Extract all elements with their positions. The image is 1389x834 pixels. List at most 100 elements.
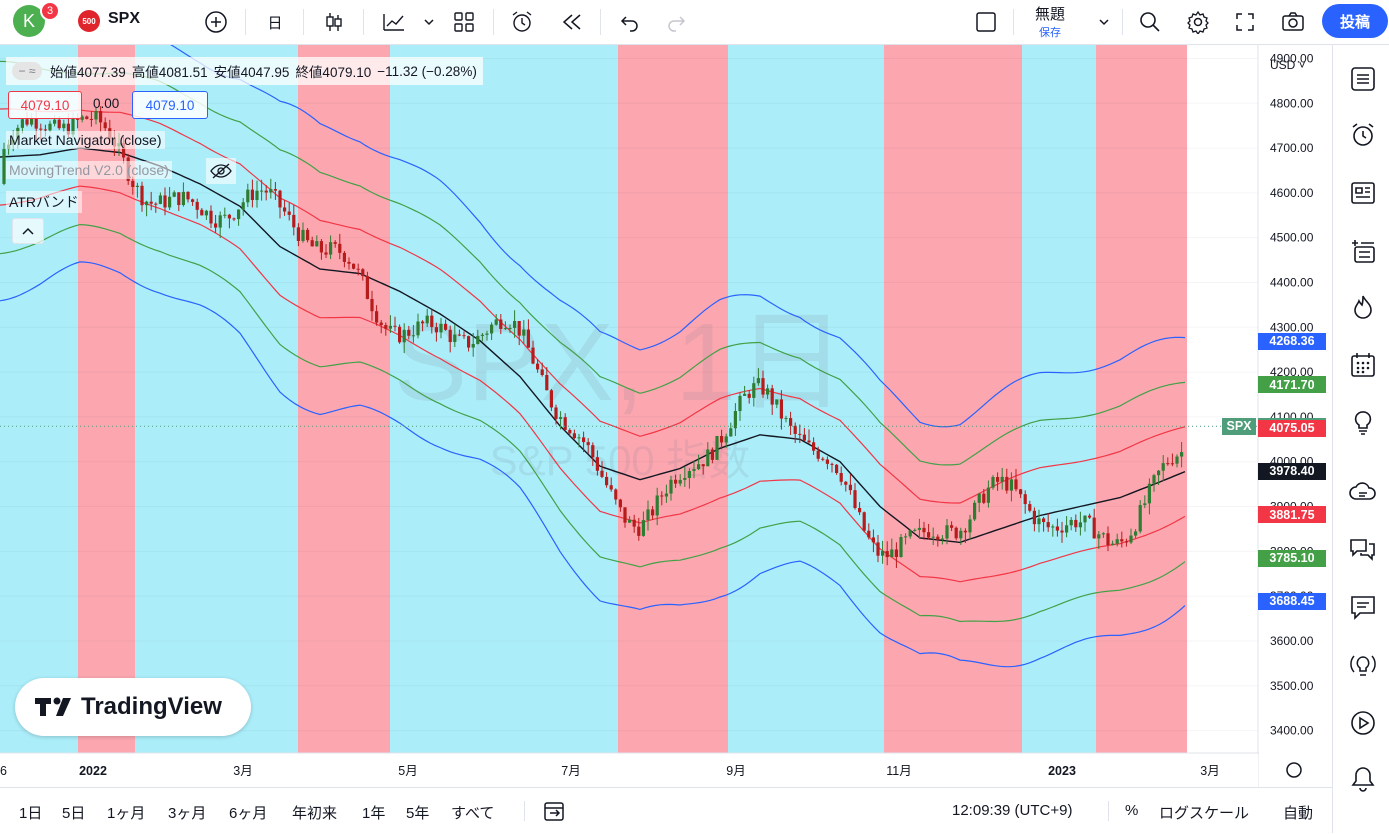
publish-button[interactable]: 投稿 bbox=[1322, 4, 1388, 38]
candle-body bbox=[605, 476, 609, 486]
buy-price-button[interactable]: 4079.10 bbox=[132, 91, 208, 119]
clock-timezone[interactable]: 12:09:39 (UTC+9) bbox=[952, 802, 1073, 819]
sell-price-button[interactable]: 4079.10 bbox=[8, 91, 82, 119]
redo-button[interactable] bbox=[662, 6, 692, 38]
candle-body bbox=[315, 241, 319, 247]
range-1y-button[interactable]: 1年 bbox=[362, 805, 386, 822]
candle-body bbox=[986, 487, 990, 503]
candle-body bbox=[375, 311, 379, 323]
candle-body bbox=[1097, 534, 1101, 539]
streams-button[interactable] bbox=[1347, 477, 1379, 509]
candle-body bbox=[1009, 479, 1013, 491]
alerts-button[interactable] bbox=[1347, 119, 1379, 151]
range-all-button[interactable]: すべて bbox=[451, 805, 495, 822]
chart-type-button[interactable] bbox=[318, 6, 350, 38]
candle-body bbox=[789, 418, 793, 426]
news-button[interactable] bbox=[1347, 177, 1379, 209]
range-3m-button[interactable]: 3ヶ月 bbox=[168, 805, 207, 822]
interval-button[interactable]: 日 bbox=[267, 14, 283, 32]
layout-name-button[interactable]: 無題 保存 bbox=[1028, 3, 1072, 40]
price-axis-label: 3400.00 bbox=[1270, 724, 1314, 738]
candle-body bbox=[894, 549, 898, 558]
snapshot-button[interactable] bbox=[1278, 6, 1308, 38]
indicator-label[interactable]: Market Navigator (close) bbox=[6, 131, 165, 149]
candle-body bbox=[1014, 479, 1018, 490]
ideas-button[interactable] bbox=[1347, 407, 1379, 439]
range-6m-button[interactable]: 6ヶ月 bbox=[229, 805, 268, 822]
data-window-button[interactable] bbox=[1347, 235, 1379, 267]
range-1d-button[interactable]: 1日 bbox=[19, 805, 43, 822]
replay-trading-button[interactable] bbox=[1347, 707, 1379, 739]
alert-button[interactable] bbox=[506, 6, 538, 38]
goto-date-button[interactable] bbox=[543, 800, 567, 827]
candle-body bbox=[1111, 543, 1115, 546]
axis-settings-gear-icon[interactable] bbox=[1286, 762, 1302, 778]
redo-icon bbox=[668, 16, 686, 32]
candle-body bbox=[393, 325, 397, 327]
candle-body bbox=[770, 388, 774, 405]
chart-pane[interactable]: SPX, 1日 S&P 500 指数 4900.00 4800.00 4700.00 46… bbox=[0, 12, 1332, 787]
price-chart[interactable]: SPX, 1日 S&P 500 指数 4900.00 4800.00 4700.00 46… bbox=[0, 12, 1332, 787]
settings-button[interactable] bbox=[1183, 6, 1213, 38]
candle-body bbox=[973, 502, 977, 520]
candle-body bbox=[1032, 510, 1036, 525]
undo-button[interactable] bbox=[614, 6, 644, 38]
candle-body bbox=[710, 449, 714, 460]
price-axis-label: 4200.00 bbox=[1270, 365, 1314, 379]
candle-body bbox=[660, 495, 664, 497]
watchlist-button[interactable] bbox=[1347, 63, 1379, 95]
candle-body bbox=[177, 192, 181, 206]
hidden-indicator-toggle[interactable] bbox=[206, 158, 236, 184]
chats-button[interactable] bbox=[1347, 533, 1379, 565]
fullscreen-button[interactable] bbox=[1230, 6, 1260, 38]
candle-body bbox=[931, 536, 935, 538]
candle-body bbox=[674, 479, 678, 484]
candle-body bbox=[595, 457, 599, 471]
indicators-button[interactable] bbox=[378, 6, 410, 38]
auto-scale-button[interactable]: 自動 bbox=[1283, 805, 1314, 822]
range-1m-button[interactable]: 1ヶ月 bbox=[107, 805, 146, 822]
search-icon bbox=[1140, 12, 1160, 32]
candle-body bbox=[871, 537, 875, 543]
collapse-toggle-icon[interactable]: − ≈ bbox=[12, 62, 42, 80]
indicator-label[interactable]: MovingTrend V2.0 (close) bbox=[6, 161, 172, 179]
replay-button[interactable] bbox=[556, 6, 588, 38]
range-5d-button[interactable]: 5日 bbox=[62, 805, 86, 822]
candle-body bbox=[618, 499, 622, 508]
candle-body bbox=[342, 252, 346, 262]
hotlists-button[interactable] bbox=[1347, 291, 1379, 323]
candle-body bbox=[950, 525, 954, 528]
candle-body bbox=[775, 399, 779, 405]
candle-body bbox=[536, 363, 540, 370]
candle-body bbox=[1152, 475, 1156, 484]
symbol-search-button[interactable]: SPX bbox=[108, 10, 141, 27]
select-all-button[interactable] bbox=[970, 6, 1002, 38]
candle-body bbox=[1074, 519, 1078, 528]
collapse-legend-button[interactable] bbox=[12, 218, 44, 244]
user-avatar[interactable]: K bbox=[13, 5, 45, 37]
calendar-button[interactable] bbox=[1347, 349, 1379, 381]
right-sidebar bbox=[1332, 45, 1389, 833]
ideas-stream-button[interactable] bbox=[1347, 649, 1379, 681]
log-scale-button[interactable]: ログスケール bbox=[1159, 805, 1250, 822]
messages-button[interactable] bbox=[1347, 591, 1379, 623]
candle-body bbox=[724, 436, 728, 443]
range-5y-button[interactable]: 5年 bbox=[406, 805, 430, 822]
tradingview-logo[interactable]: TradingView bbox=[15, 678, 251, 736]
percent-scale-button[interactable]: % bbox=[1125, 802, 1139, 819]
candle-body bbox=[57, 119, 61, 129]
candle-body bbox=[2, 149, 6, 184]
notifications-button[interactable] bbox=[1347, 763, 1379, 795]
indicators-dropdown[interactable] bbox=[418, 6, 440, 38]
top-toolbar: K 3 500 SPX 日 無題 保存 bbox=[0, 0, 1389, 45]
candle-body bbox=[1092, 517, 1096, 539]
spread-value: 0.00 bbox=[93, 96, 120, 111]
indicator-label[interactable]: ATRバンド bbox=[6, 191, 82, 213]
range-ytd-button[interactable]: 年初来 bbox=[292, 805, 338, 822]
layout-dropdown[interactable] bbox=[1094, 6, 1114, 38]
candle-body bbox=[904, 536, 908, 538]
add-symbol-button[interactable] bbox=[200, 6, 232, 38]
price-tag: 4075.05 bbox=[1258, 419, 1326, 437]
templates-button[interactable] bbox=[448, 6, 480, 38]
search-button[interactable] bbox=[1135, 6, 1165, 38]
